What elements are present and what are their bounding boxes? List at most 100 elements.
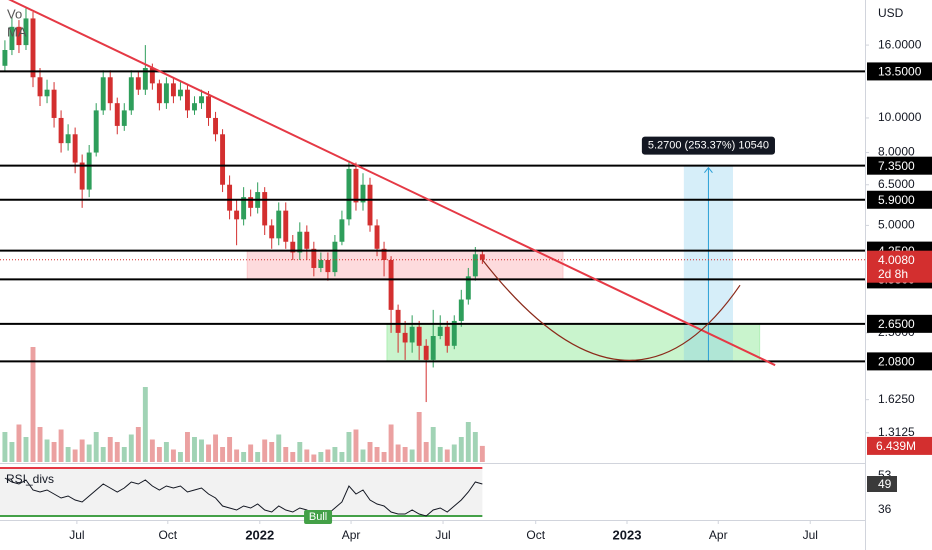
candle-body bbox=[297, 231, 303, 253]
volume-bar bbox=[100, 447, 106, 462]
candle-body bbox=[318, 260, 324, 268]
candle-body bbox=[416, 326, 422, 346]
x-tick-label: Apr bbox=[709, 528, 728, 542]
level-label: 2.0800 bbox=[878, 355, 915, 369]
volume-bar bbox=[374, 447, 380, 462]
candle-body bbox=[346, 168, 352, 220]
volume-bar bbox=[65, 447, 71, 462]
volume-bar bbox=[339, 452, 345, 462]
y-tick-label: 1.6250 bbox=[878, 392, 915, 406]
candle-body bbox=[199, 96, 204, 104]
candle-body bbox=[128, 77, 134, 111]
volume-bar bbox=[220, 447, 226, 462]
candle-body bbox=[388, 260, 394, 310]
volume-bar bbox=[2, 432, 8, 462]
volume-bar bbox=[30, 347, 36, 462]
measure-arrow-head bbox=[704, 166, 713, 173]
x-tick-label: Oct bbox=[158, 528, 177, 542]
candle-body bbox=[472, 254, 478, 277]
volume-bar bbox=[241, 452, 247, 462]
candle-body bbox=[114, 103, 120, 126]
candle-body bbox=[100, 77, 106, 111]
volume-bar bbox=[227, 437, 233, 462]
volume-bar bbox=[318, 452, 324, 462]
candle-body bbox=[311, 248, 317, 268]
candle-body bbox=[430, 336, 436, 360]
last-price-label: 4.0080 bbox=[878, 253, 915, 267]
volume-bar bbox=[423, 442, 429, 462]
volume-bar bbox=[234, 449, 240, 462]
candle-body bbox=[44, 89, 50, 97]
volume-bar bbox=[297, 442, 303, 462]
candle-body bbox=[206, 96, 211, 118]
volume-bar bbox=[430, 427, 436, 462]
y-tick-label: 16.0000 bbox=[878, 37, 922, 51]
candle-body bbox=[269, 225, 275, 239]
candle-body bbox=[367, 184, 373, 226]
level-label-box bbox=[867, 314, 932, 333]
rsi-title: RSI_divs bbox=[6, 472, 54, 486]
level-label: 7.3500 bbox=[878, 159, 915, 173]
x-tick-label: Apr bbox=[342, 528, 361, 542]
volume-bar bbox=[37, 427, 43, 462]
candle-body bbox=[16, 26, 22, 46]
volume-bar bbox=[311, 454, 317, 462]
volume-bar bbox=[185, 432, 190, 462]
candle-body bbox=[241, 197, 247, 220]
x-tick-label: 2023 bbox=[613, 527, 642, 542]
candle-body bbox=[332, 241, 338, 273]
candle-body bbox=[51, 89, 57, 118]
candle-body bbox=[65, 134, 71, 144]
y-tick-label: 6.5000 bbox=[878, 177, 915, 191]
candle-body bbox=[177, 89, 183, 97]
volume-bar bbox=[9, 442, 15, 462]
candle-body bbox=[444, 326, 450, 346]
volume-bar bbox=[472, 432, 478, 462]
volume-bar bbox=[395, 444, 401, 462]
candle-body bbox=[360, 184, 366, 203]
volume-bar bbox=[458, 437, 464, 462]
level-label: 5.9000 bbox=[878, 193, 915, 207]
volume-bar bbox=[353, 429, 359, 462]
volume-bar bbox=[409, 449, 415, 462]
candle-body bbox=[409, 326, 415, 343]
candle-body bbox=[451, 320, 457, 346]
level-label-box bbox=[867, 156, 932, 175]
volume-bar bbox=[16, 424, 22, 462]
volume-bar bbox=[304, 449, 310, 462]
candle-body bbox=[9, 26, 15, 51]
candle-body bbox=[23, 18, 29, 46]
rsi-last-box bbox=[867, 476, 897, 492]
volume-bar bbox=[72, 449, 78, 462]
volume-bar bbox=[128, 434, 134, 462]
y-tick-label: 8.0000 bbox=[878, 145, 915, 159]
volume-label: 6.439M bbox=[876, 439, 916, 453]
volume-bar bbox=[192, 437, 197, 462]
candle-body bbox=[58, 117, 64, 144]
measure-label: 5.2700 (253.37%) 10540 bbox=[648, 140, 769, 152]
volume-bar bbox=[325, 449, 331, 462]
price-pane bbox=[0, 0, 865, 462]
volume-bar bbox=[262, 439, 268, 462]
candle-body bbox=[156, 83, 162, 104]
volume-bar bbox=[381, 452, 387, 462]
rsi-annotation: Bull bbox=[309, 511, 327, 523]
candle-body bbox=[395, 309, 401, 333]
volume-bar bbox=[276, 434, 282, 462]
volume-bar bbox=[213, 434, 219, 462]
volume-bar bbox=[177, 452, 183, 462]
x-tick-label: 2022 bbox=[245, 527, 274, 542]
volume-bar bbox=[367, 442, 373, 462]
volume-bar bbox=[444, 449, 450, 462]
rsi-last-label: 49 bbox=[878, 477, 892, 491]
volume-bar bbox=[107, 437, 113, 462]
candle-body bbox=[353, 168, 359, 203]
candle-body bbox=[325, 260, 331, 273]
candle-body bbox=[283, 210, 289, 242]
projection-curve bbox=[481, 259, 741, 361]
volume-bar bbox=[163, 442, 169, 462]
volume-bar bbox=[23, 437, 29, 462]
candle-body bbox=[185, 89, 190, 111]
